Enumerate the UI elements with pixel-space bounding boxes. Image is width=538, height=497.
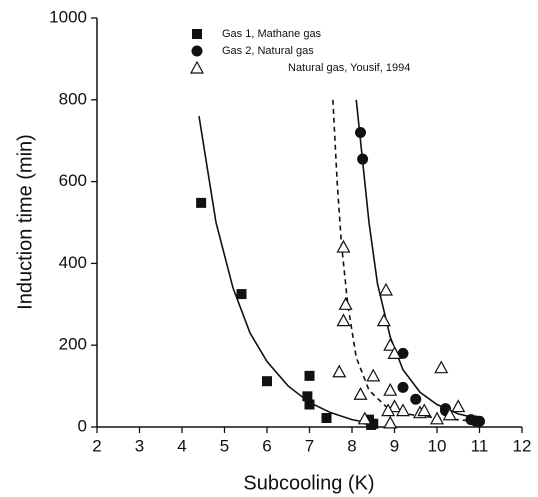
x-tick-label: 12 [513, 436, 532, 455]
legend-label: Natural gas, Yousif, 1994 [288, 62, 410, 74]
triangle-marker [451, 399, 466, 413]
legend-label: Gas 2, Natural gas [222, 45, 314, 57]
triangle-marker [366, 368, 381, 382]
x-tick-label: 9 [390, 436, 399, 455]
square-marker [366, 419, 377, 430]
x-tick-label: 7 [305, 436, 314, 455]
fit-curve [332, 99, 472, 422]
triangle-marker [383, 337, 398, 351]
triangle-marker [357, 411, 372, 425]
x-tick-label: 8 [347, 436, 356, 455]
triangle-marker [442, 407, 457, 421]
y-tick-label: 600 [59, 171, 87, 190]
triangle-marker [378, 282, 394, 296]
triangle-marker [383, 415, 398, 429]
triangle-marker [387, 346, 402, 359]
triangle-marker [395, 403, 411, 417]
y-tick-label: 800 [59, 89, 87, 108]
x-tick-label: 2 [92, 436, 101, 455]
square-marker [302, 391, 313, 402]
square-marker [196, 197, 207, 208]
square-marker [262, 376, 272, 387]
fit-curve [355, 99, 480, 420]
y-tick-label: 400 [59, 253, 87, 272]
triangle-marker [338, 297, 353, 310]
legend-label: Gas 1, Mathane gas [222, 28, 322, 40]
x-tick-label: 5 [220, 436, 229, 455]
y-tick-label: 1000 [49, 7, 87, 26]
triangle-marker [417, 403, 432, 417]
triangle-marker [376, 313, 391, 327]
circle-marker [474, 415, 485, 427]
x-axis-label: Subcooling (K) [243, 472, 374, 494]
triangle-marker [429, 411, 445, 425]
triangle-marker [381, 403, 396, 417]
triangle-marker [336, 313, 351, 327]
x-tick-label: 11 [471, 436, 489, 455]
triangle-marker [353, 387, 368, 400]
x-tick-label: 3 [135, 436, 144, 455]
square-marker [321, 413, 332, 424]
x-tick-label: 10 [428, 436, 447, 455]
circle-marker [191, 45, 203, 57]
triangle-marker [332, 364, 347, 378]
x-tick-label: 4 [177, 436, 186, 455]
y-tick-label: 200 [59, 335, 87, 354]
circle-marker [357, 153, 369, 165]
x-tick-label: 6 [262, 436, 271, 455]
circle-marker [397, 381, 409, 393]
circle-marker [397, 347, 409, 359]
fit-curve [198, 116, 374, 425]
circle-marker [410, 393, 422, 405]
triangle-marker [383, 382, 398, 396]
triangle-marker [189, 60, 205, 74]
y-axis-label: Induction time (min) [14, 134, 36, 310]
square-marker [236, 289, 247, 300]
triangle-marker [336, 239, 351, 253]
square-marker [304, 370, 315, 381]
triangle-marker [434, 360, 449, 374]
square-marker [192, 29, 202, 39]
triangle-marker [387, 399, 402, 413]
square-marker [304, 399, 315, 410]
y-tick-label: 0 [78, 416, 87, 435]
circle-marker [355, 127, 366, 139]
